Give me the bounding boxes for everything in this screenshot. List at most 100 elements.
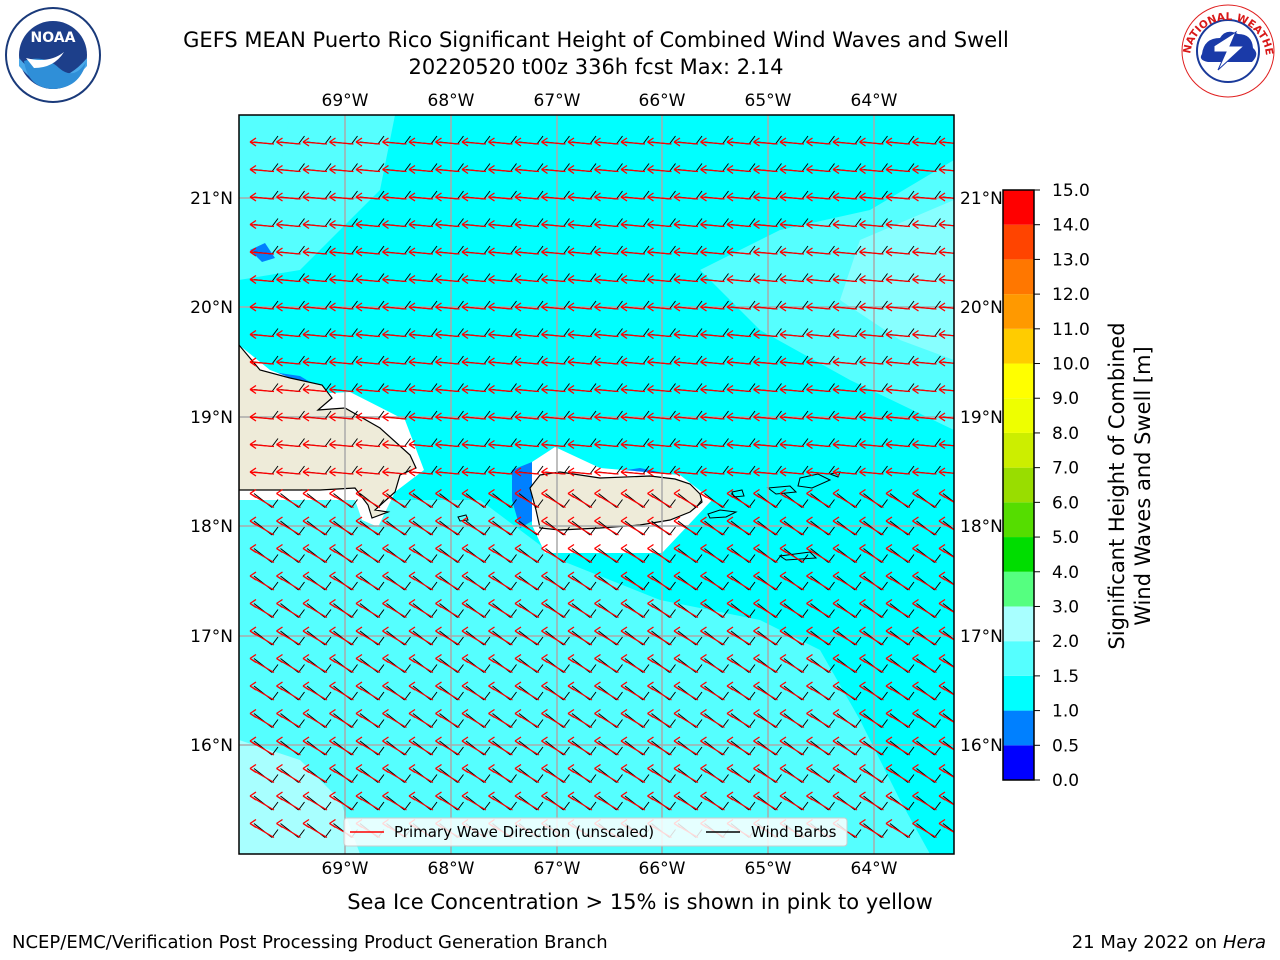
- wave-arrow: [302, 598, 332, 619]
- wave-arrow: [753, 163, 782, 175]
- noaa-logo-icon: NOAA: [5, 7, 101, 103]
- wave-arrow: [435, 273, 464, 285]
- wave-arrow: [832, 163, 862, 175]
- legend-box: [343, 817, 848, 847]
- wave-arrow: [779, 190, 809, 202]
- wave-arrow: [514, 300, 544, 312]
- wave-arrow: [541, 135, 570, 147]
- lon-label: 66°W: [639, 91, 686, 111]
- lat-label: 21°N: [960, 189, 1003, 209]
- wave-arrow: [700, 763, 729, 784]
- wave-arrow: [382, 488, 411, 509]
- wave-arrow: [594, 273, 623, 285]
- wave-arrow: [726, 410, 756, 422]
- wave-arrow: [276, 218, 305, 230]
- wave-arrow: [567, 273, 597, 285]
- wave-arrow: [276, 163, 305, 175]
- wave-arrow: [885, 273, 915, 285]
- wave-arrow: [302, 516, 332, 536]
- wave-arrow: [355, 598, 385, 619]
- wave-arrow: [647, 328, 676, 340]
- wave-arrow: [355, 736, 385, 756]
- wave-arrow: [488, 736, 517, 756]
- wave-arrow: [726, 571, 756, 591]
- wave-arrow: [859, 328, 888, 340]
- wave-arrow: [488, 763, 517, 784]
- wave-arrow: [567, 383, 597, 395]
- wave-arrow: [488, 383, 517, 395]
- wave-arrow: [912, 543, 941, 564]
- lat-label: 18°N: [960, 517, 1003, 537]
- wave-arrow: [249, 681, 279, 701]
- wave-arrow: [488, 626, 517, 646]
- wave-arrow: [726, 488, 756, 509]
- wave-arrow: [620, 543, 650, 564]
- wave-arrow: [938, 543, 954, 559]
- wave-arrow: [249, 708, 279, 729]
- wave-arrow: [832, 791, 862, 811]
- wave-arrow: [806, 736, 835, 756]
- wave-arrow: [594, 410, 623, 422]
- nws-logo-icon: NATIONAL WEATHER SERVICE: [1178, 2, 1275, 98]
- wave-arrow: [302, 791, 332, 811]
- wave-arrow: [249, 383, 279, 395]
- wave-arrow: [435, 190, 464, 202]
- wave-arrow: [382, 383, 411, 395]
- colorbar-segment: [1003, 294, 1034, 329]
- wave-arrow: [832, 410, 862, 422]
- wave-arrow: [435, 763, 464, 784]
- wave-arrow: [541, 488, 570, 509]
- wave-arrow: [859, 135, 888, 147]
- wave-arrow: [673, 218, 703, 230]
- wave-arrow: [832, 273, 862, 285]
- wave-arrow: [885, 410, 915, 422]
- wave-arrow: [647, 135, 676, 147]
- wave-arrow: [832, 681, 862, 701]
- wave-arrow: [700, 626, 729, 646]
- wave-arrow: [541, 571, 570, 591]
- wave-arrow: [673, 681, 703, 701]
- wave-arrow: [567, 598, 597, 619]
- wave-arrow: [461, 736, 491, 756]
- wave-arrow: [249, 245, 279, 257]
- wave-arrow: [567, 791, 597, 811]
- wave-arrow: [620, 598, 650, 619]
- island-st-thomas: [766, 485, 798, 495]
- wave-arrow: [912, 218, 941, 230]
- colorbar-tick-label: 2.0: [1052, 632, 1079, 652]
- wave-arrow: [806, 653, 835, 674]
- wave-arrow: [885, 791, 915, 811]
- colorbar-segment: [1003, 537, 1034, 572]
- wave-arrow: [779, 355, 809, 367]
- wave-arrow: [355, 383, 385, 395]
- wave-arrow: [753, 571, 782, 591]
- wave-arrow: [461, 598, 491, 619]
- wave-arrow: [700, 273, 729, 285]
- wave-arrow: [302, 571, 332, 591]
- wave-arrow: [567, 763, 597, 784]
- wave-arrow: [461, 653, 491, 674]
- wave-arrow: [912, 410, 941, 422]
- wave-arrow: [435, 438, 464, 450]
- wave-arrow: [779, 571, 809, 591]
- wave-arrow: [382, 681, 411, 701]
- wave-arrow: [302, 273, 332, 285]
- wave-arrow: [488, 465, 517, 477]
- wave-arrow: [912, 708, 941, 729]
- wave-arrow: [779, 516, 809, 536]
- wave-arrow: [329, 488, 358, 509]
- wave-arrow: [832, 190, 862, 202]
- wave-arrow: [832, 543, 862, 564]
- wave-arrow: [938, 626, 954, 641]
- wave-arrow: [461, 273, 491, 285]
- wave-arrow: [355, 300, 385, 312]
- wave-arrow: [700, 571, 729, 591]
- wave-arrow: [700, 681, 729, 701]
- colorbar-tick-label: 13.0: [1052, 250, 1090, 270]
- wave-arrow: [302, 488, 332, 509]
- wave-arrow: [673, 626, 703, 646]
- wave-arrow: [726, 516, 756, 536]
- wave-arrow: [514, 488, 544, 509]
- wave-arrow: [885, 328, 915, 340]
- wave-arrow: [355, 245, 385, 257]
